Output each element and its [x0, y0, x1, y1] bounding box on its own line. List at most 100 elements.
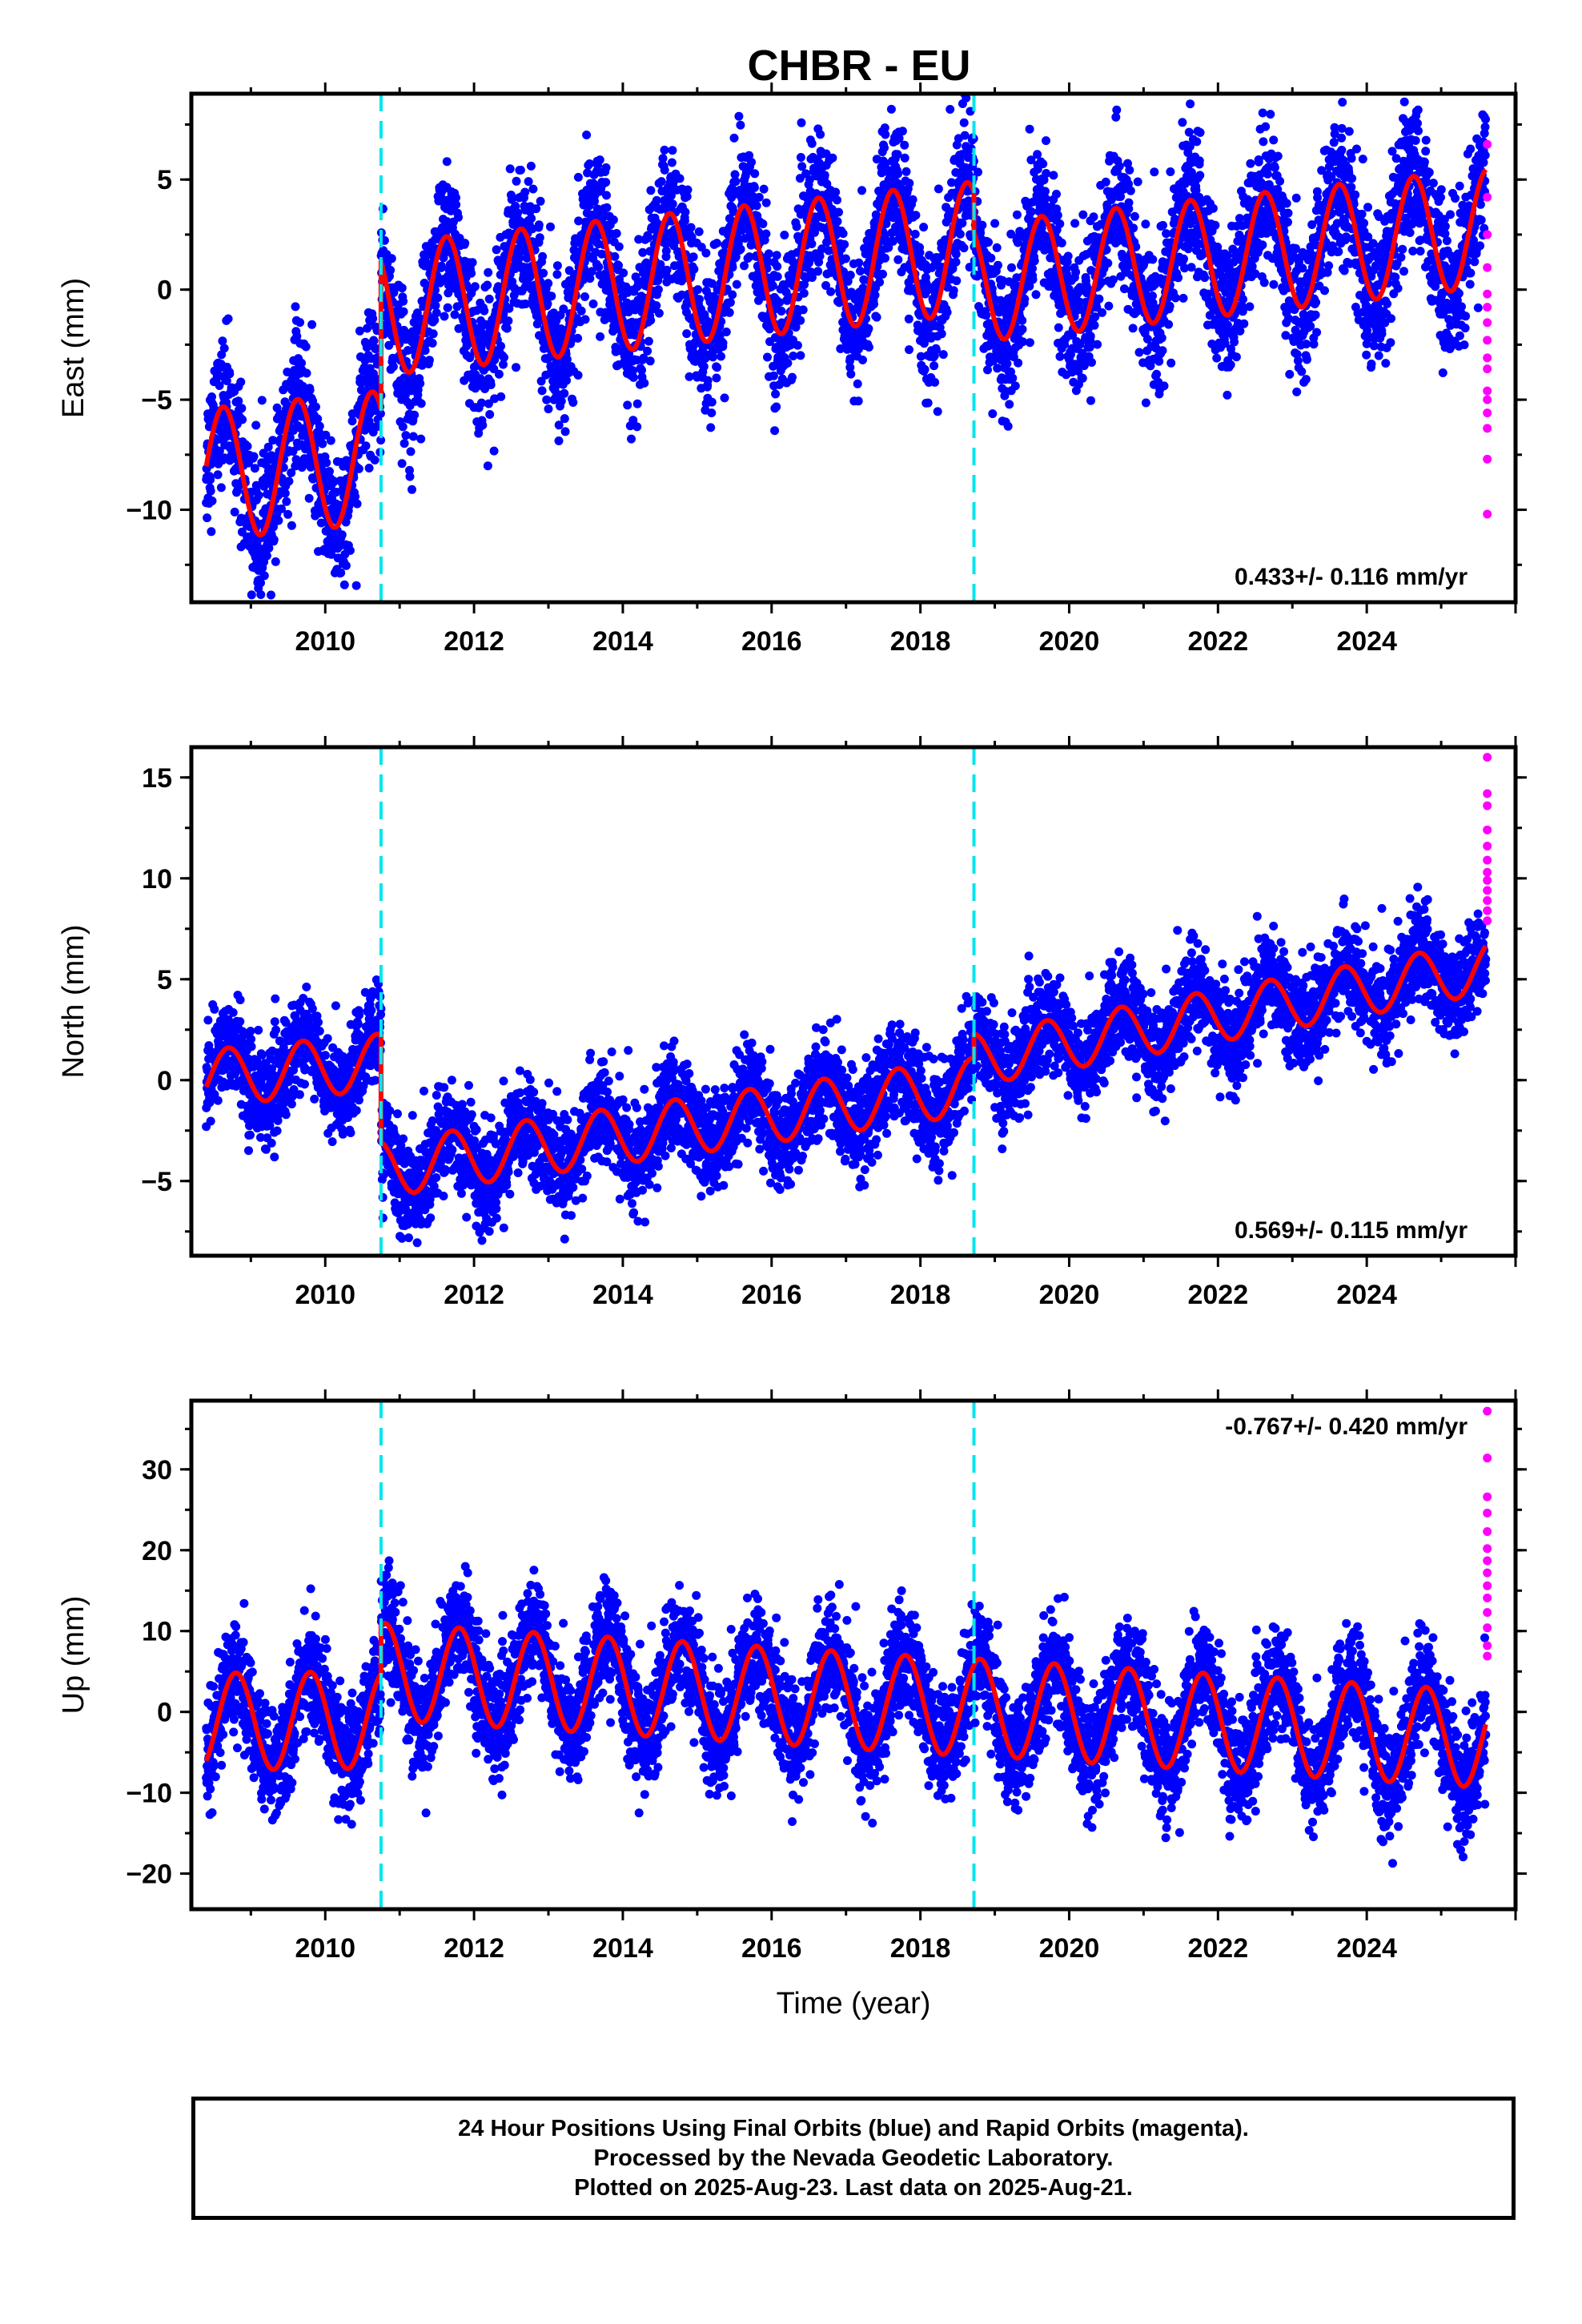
rapid-point [1483, 140, 1492, 149]
rapid-point [1483, 230, 1492, 239]
y-axis-label: Up (mm) [57, 1596, 90, 1715]
rapid-point [1483, 916, 1492, 925]
rapid-point [1483, 408, 1492, 417]
plot-area [202, 1407, 1492, 1868]
final-orbit-series [202, 90, 1490, 627]
x-tick-label: 2016 [741, 1280, 802, 1310]
rapid-point [1483, 263, 1492, 272]
y-tick-label: −10 [126, 1779, 172, 1809]
y-tick-label: 0 [157, 1066, 172, 1096]
rate-label: 0.569+/- 0.115 mm/yr [1235, 1217, 1468, 1244]
rate-label: -0.767+/- 0.420 mm/yr [1225, 1413, 1468, 1440]
x-tick-label: 2014 [592, 1933, 653, 1964]
north-panel: 2010 2012 2014 2016 2018 2020 2022 2024151050−5… [57, 736, 1527, 1310]
y-tick-label: 30 [142, 1455, 172, 1486]
rapid-point [1483, 364, 1492, 373]
x-tick-label: 2016 [741, 1933, 802, 1964]
x-tick-label: 2020 [1039, 1280, 1100, 1310]
rapid-point [1483, 896, 1492, 905]
east-panel: 2010 2012 2014 2016 2018 2020 2022 2024 5 0 −5 −10 E… [57, 82, 1527, 657]
rapid-orbit-points [1483, 140, 1492, 519]
x-tick-label: 2024 [1336, 626, 1397, 657]
rapid-point [1483, 907, 1492, 915]
final-orbit-series [202, 1556, 1490, 1868]
y-tick-label: 20 [142, 1536, 172, 1566]
rapid-point [1483, 789, 1492, 798]
y-tick-label: 5 [157, 165, 172, 195]
rapid-point [1483, 1509, 1492, 1518]
plot-area [202, 90, 1492, 627]
x-tick-label: 2010 [295, 1280, 355, 1310]
x-tick-label: 2020 [1039, 626, 1100, 657]
rapid-point [1483, 387, 1492, 396]
rapid-point [1483, 1641, 1492, 1650]
rapid-point [1483, 886, 1492, 895]
rapid-point [1483, 336, 1492, 344]
rapid-orbit-points [1483, 1407, 1492, 1661]
rapid-point [1483, 1569, 1492, 1578]
rapid-point [1483, 876, 1492, 885]
x-tick-label: 2016 [741, 626, 802, 657]
final-orbit-series [202, 883, 1490, 1270]
x-tick-label: 2012 [444, 1933, 504, 1964]
rapid-point [1483, 1582, 1492, 1590]
x-tick-label: 2014 [592, 626, 653, 657]
y-tick-label: −5 [141, 1167, 172, 1197]
rapid-point [1483, 318, 1492, 327]
rapid-point [1483, 802, 1492, 810]
plot-area [202, 753, 1492, 1270]
rapid-point [1483, 1493, 1492, 1502]
rapid-point [1483, 353, 1492, 362]
final-orbit-points [202, 883, 1490, 1270]
x-tick-label: 2018 [890, 626, 951, 657]
rapid-orbit-points [1483, 753, 1492, 925]
x-tick-label: 2018 [890, 1280, 951, 1310]
rapid-point [1483, 826, 1492, 834]
rate-label: 0.433+/- 0.116 mm/yr [1235, 564, 1468, 590]
x-tick-label: 2020 [1039, 1933, 1100, 1964]
rapid-point [1483, 856, 1492, 865]
rapid-point [1483, 290, 1492, 299]
rapid-point [1483, 1454, 1492, 1462]
chart-title: CHBR - EU [748, 42, 971, 90]
up-panel: 2010 2012 2014 2016 2018 2020 2022 20243020100−… [57, 1389, 1527, 2020]
x-tick-label: 2010 [295, 626, 355, 657]
x-tick-label: 2012 [444, 1280, 504, 1310]
caption-line-3: Plotted on 2025-Aug-23. Last data on 202… [574, 2173, 1133, 2203]
rapid-point [1483, 868, 1492, 877]
caption-line-2: Processed by the Nevada Geodetic Laborat… [594, 2144, 1114, 2173]
y-tick-label: −10 [126, 496, 172, 526]
final-orbit-points [202, 90, 1490, 627]
rapid-point [1483, 1623, 1492, 1632]
y-tick-label: 0 [157, 275, 172, 306]
rapid-point [1483, 1556, 1492, 1565]
rapid-point [1483, 1544, 1492, 1553]
rapid-point [1483, 455, 1492, 464]
rapid-point [1483, 753, 1492, 762]
y-tick-label: 0 [157, 1698, 172, 1728]
y-tick-label: −5 [141, 385, 172, 416]
y-tick-label: 10 [142, 1617, 172, 1647]
x-tick-label: 2022 [1187, 1280, 1248, 1310]
rapid-point [1483, 1407, 1492, 1416]
x-tick-label: 2024 [1336, 1280, 1397, 1310]
rapid-point [1483, 842, 1492, 850]
x-tick-label: 2012 [444, 626, 504, 657]
y-axis-label: East (mm) [57, 278, 90, 418]
y-tick-label: −20 [126, 1860, 172, 1890]
caption-box: 24 Hour Positions Using Final Orbits (bl… [191, 2097, 1516, 2220]
x-tick-label: 2022 [1187, 626, 1248, 657]
y-axis-label: North (mm) [57, 924, 90, 1078]
rapid-point [1483, 510, 1492, 519]
x-tick-label: 2018 [890, 1933, 951, 1964]
rapid-point [1483, 1652, 1492, 1661]
caption-line-1: 24 Hour Positions Using Final Orbits (bl… [458, 2114, 1249, 2144]
y-tick-label: 15 [142, 763, 172, 794]
rapid-point [1483, 1527, 1492, 1536]
x-tick-label: 2022 [1187, 1933, 1248, 1964]
y-tick-label: 5 [157, 965, 172, 995]
rapid-point [1483, 424, 1492, 432]
final-orbit-points [202, 1556, 1490, 1868]
x-tick-label: 2014 [592, 1280, 653, 1310]
